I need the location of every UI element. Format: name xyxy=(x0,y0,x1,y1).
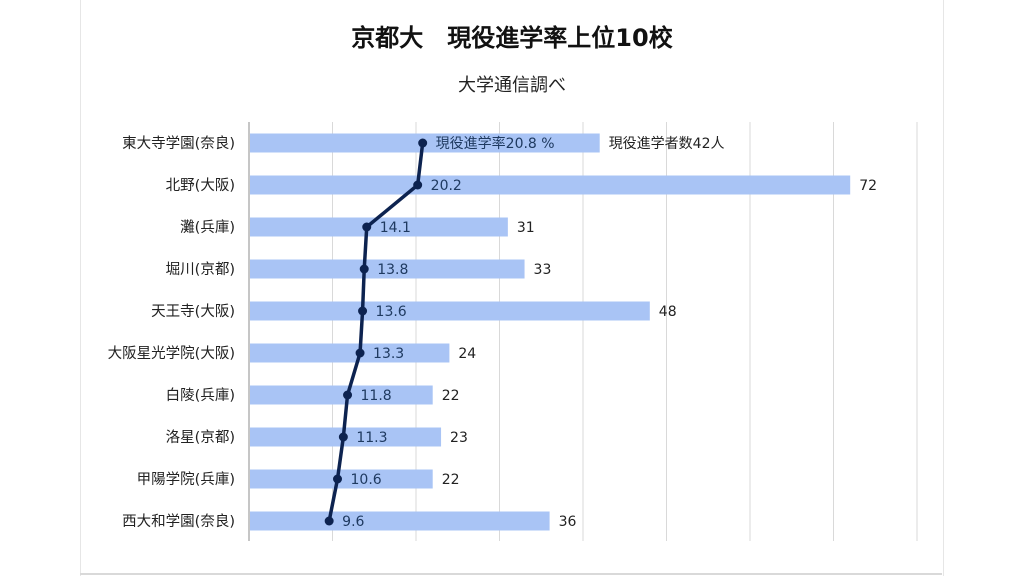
count-label: 36 xyxy=(559,514,577,530)
category-label: 洛星(京都) xyxy=(166,429,235,446)
rate-point xyxy=(338,432,348,442)
count-bars xyxy=(250,133,851,531)
count-label: 48 xyxy=(659,304,677,320)
rate-label: 10.6 xyxy=(351,472,382,488)
rate-point xyxy=(359,264,369,274)
category-labels: 東大寺学園(奈良) 北野(大阪) 灘(兵庫) 堀川(京都) 天王寺(大阪) 大阪星光学院(… xyxy=(108,135,235,530)
rate-label: 13.3 xyxy=(373,346,404,362)
count-labels: 現役進学者数42人 72 31 33 48 24 22 23 22 36 xyxy=(442,136,877,530)
rate-label: 11.8 xyxy=(361,388,392,404)
count-label: 31 xyxy=(517,220,535,236)
category-label: 北野(大阪) xyxy=(166,177,235,194)
rate-point xyxy=(355,348,365,358)
rate-label: 現役進学率20.8 % xyxy=(436,135,555,152)
count-label: 23 xyxy=(450,430,468,446)
category-label: 白陵(兵庫) xyxy=(166,387,235,404)
count-bar xyxy=(250,511,550,531)
chart-subtitle: 大学通信調べ xyxy=(458,75,566,96)
rate-label: 14.1 xyxy=(380,220,411,236)
count-label: 22 xyxy=(442,388,460,404)
category-label: 堀川(京都) xyxy=(166,261,235,278)
count-label: 現役進学者数42人 xyxy=(609,136,725,152)
count-bar xyxy=(250,343,450,363)
rate-point xyxy=(413,180,423,190)
rate-point xyxy=(324,516,334,526)
rate-label: 13.6 xyxy=(376,304,407,320)
bottom-divider xyxy=(80,573,942,575)
category-label: 甲陽学院(兵庫) xyxy=(137,471,235,488)
category-label: 灘(兵庫) xyxy=(180,219,235,236)
rate-labels: 現役進学率20.8 % 20.2 14.1 13.8 13.6 13.3 11.8 11.3 1… xyxy=(342,135,554,530)
rate-point xyxy=(343,390,353,400)
count-bar xyxy=(250,217,508,237)
rate-point xyxy=(333,474,343,484)
category-label: 東大寺学園(奈良) xyxy=(122,135,235,152)
rate-label: 9.6 xyxy=(342,514,364,530)
slide xyxy=(80,0,944,576)
count-label: 33 xyxy=(534,262,552,278)
rate-point xyxy=(358,306,368,316)
rate-point xyxy=(362,222,372,232)
chart-title: 京都大 現役進学率上位10校 xyxy=(351,24,673,52)
rate-line xyxy=(327,141,425,523)
rate-point xyxy=(418,138,428,148)
count-label: 24 xyxy=(458,346,476,362)
rate-label: 13.8 xyxy=(377,262,408,278)
count-bar xyxy=(250,301,650,321)
category-label: 大阪星光学院(大阪) xyxy=(108,345,235,362)
category-label: 西大和学園(奈良) xyxy=(122,513,235,530)
rate-label: 11.3 xyxy=(356,430,387,446)
category-label: 天王寺(大阪) xyxy=(151,303,235,320)
count-bar xyxy=(250,259,525,279)
count-bar xyxy=(250,385,433,405)
count-label: 22 xyxy=(442,472,460,488)
count-bar xyxy=(250,175,851,195)
rate-line-series xyxy=(324,138,428,526)
count-label: 72 xyxy=(859,178,877,194)
rate-label: 20.2 xyxy=(431,178,462,194)
